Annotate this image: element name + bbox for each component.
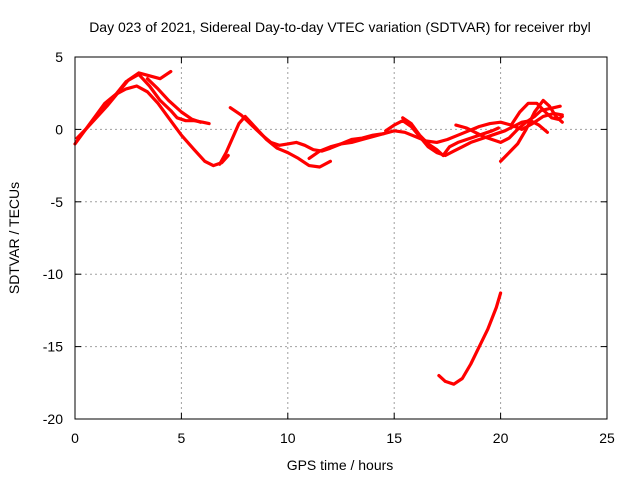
grid: [75, 57, 607, 419]
series-line-track-m: [437, 291, 503, 386]
y-tick-label: -20: [43, 411, 63, 427]
y-tick-label: 0: [55, 121, 63, 137]
chart-title: Day 023 of 2021, Sidereal Day-to-day VTE…: [89, 19, 591, 35]
series-line-track-a: [73, 84, 230, 168]
y-tick-label: 5: [55, 49, 63, 65]
x-tick-label: 10: [280, 430, 296, 446]
series-line-track-j: [454, 104, 562, 144]
x-tick-label: 20: [493, 430, 509, 446]
y-axis-label: SDTVAR / TECUs: [6, 182, 22, 294]
y-tick-label: -10: [43, 266, 63, 282]
y-tick-label: -5: [51, 194, 64, 210]
y-tick-label: -15: [43, 339, 63, 355]
series-line-track-e: [218, 114, 332, 169]
series-group: [73, 69, 564, 386]
series-line-track-d: [145, 77, 203, 124]
series-line-track-b: [75, 69, 173, 140]
x-axis-label: GPS time / hours: [287, 457, 394, 473]
x-tick-label: 15: [386, 430, 402, 446]
x-tick-labels: 0 5 10 15 20 25: [71, 430, 615, 446]
series-line-track-l: [509, 101, 564, 127]
x-tick-label: 5: [178, 430, 186, 446]
series-line-track-i: [401, 116, 501, 158]
x-tick-label: 25: [599, 430, 615, 446]
series-line-track-k: [499, 98, 564, 163]
plot-frame: [74, 56, 608, 420]
series-line-track-g: [307, 111, 564, 160]
y-tick-labels: 5 0 -5 -10 -15 -20: [43, 49, 63, 427]
series-line-track-f: [228, 106, 386, 153]
x-tick-label: 0: [71, 430, 79, 446]
ticks: [74, 56, 608, 420]
